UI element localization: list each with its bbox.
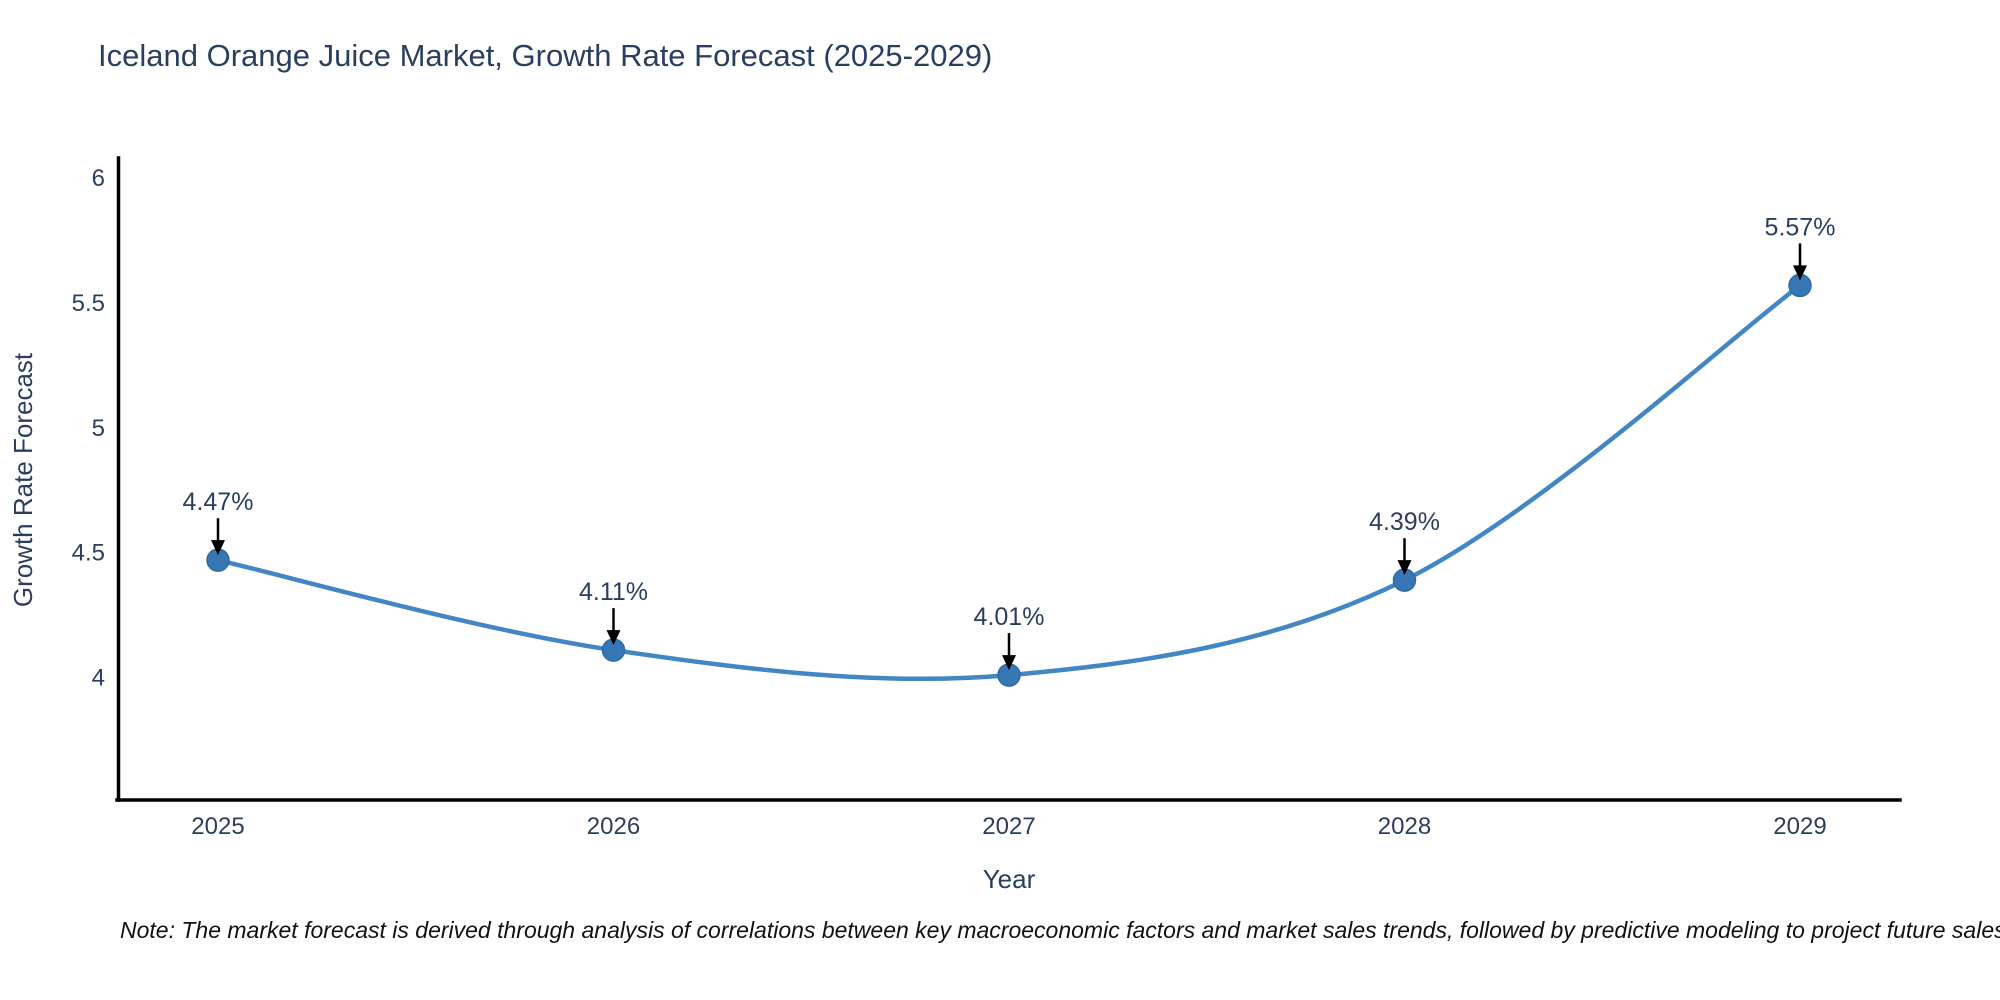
annotation-arrowhead-icon	[211, 540, 225, 556]
footnote: Note: The market forecast is derived thr…	[120, 917, 2000, 943]
y-axis-ticks: 6 5.5 5 4.5 4	[72, 165, 105, 692]
x-tick-label-2026: 2026	[587, 813, 640, 840]
x-tick-label-2028: 2028	[1378, 813, 1431, 840]
annotation-arrowhead-icon	[606, 630, 621, 646]
point-value-label-2029: 5.57%	[1765, 213, 1836, 241]
annotation-arrowhead-icon	[1397, 560, 1412, 576]
point-value-label-2028: 4.39%	[1369, 508, 1440, 536]
y-tick-label-4.5: 4.5	[72, 540, 105, 567]
point-value-label-2025: 4.47%	[183, 488, 254, 516]
point-value-label-2027: 4.01%	[974, 603, 1045, 631]
x-tick-label-2025: 2025	[191, 813, 244, 840]
plot-area[interactable]	[118, 158, 1900, 800]
point-value-label-2026: 4.11%	[579, 578, 648, 606]
x-axis-ticks: 2025 2026 2027 2028 2029	[191, 813, 1826, 840]
chart-title: Iceland Orange Juice Market, Growth Rate…	[98, 38, 992, 73]
y-tick-label-5: 5	[92, 415, 105, 442]
x-tick-label-2027: 2027	[982, 813, 1035, 840]
x-tick-label-2029: 2029	[1773, 813, 1826, 840]
y-tick-label-5.5: 5.5	[72, 290, 105, 317]
annotation-arrowhead-icon	[1793, 265, 1807, 281]
y-tick-label-4: 4	[92, 665, 105, 692]
data-point-annotations: 4.47% 4.11% 4.01% 4.39% 5.57%	[183, 213, 1836, 671]
forecast-line-series	[206, 273, 1812, 687]
x-axis-title: Year	[983, 864, 1036, 894]
y-tick-label-6: 6	[92, 165, 105, 192]
annotation-arrowhead-icon	[1002, 655, 1016, 671]
y-axis-title: Growth Rate Forecast	[8, 352, 38, 607]
